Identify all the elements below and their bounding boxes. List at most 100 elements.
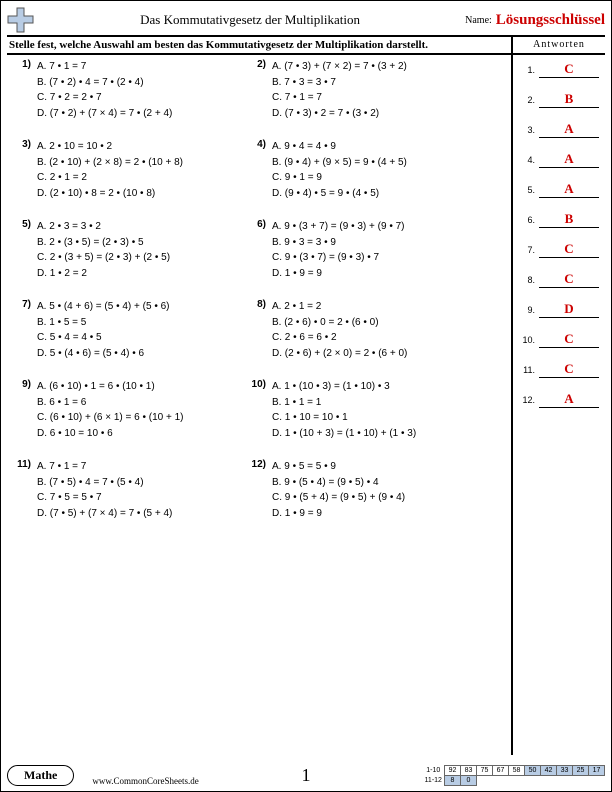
option-text: B. 6 • 1 = 6	[37, 395, 248, 411]
option-text: A. 9 • 5 = 5 • 9	[272, 459, 483, 475]
instruction-text: Stelle fest, welche Auswahl am besten da…	[7, 37, 511, 53]
worksheet-title: Das Kommutativgesetz der Multiplikation	[35, 12, 465, 28]
answer-line: 5. A	[519, 181, 599, 198]
answer-line: 7.C	[519, 241, 599, 258]
option-text: C. 1 • 10 = 10 • 1	[272, 410, 483, 426]
option-text: A. (6 • 10) • 1 = 6 • (10 • 1)	[37, 379, 248, 395]
option-text: A. 2 • 10 = 10 • 2	[37, 139, 248, 155]
problem-options: A. (7 • 3) + (7 × 2) = 7 • (3 + 2)B. 7 •…	[272, 59, 483, 121]
answer-line: 9.D	[519, 301, 599, 318]
option-text: B. 1 • 5 = 5	[37, 315, 248, 331]
score-cell: 83	[461, 766, 477, 776]
footer: Mathe www.CommonCoreSheets.de 1 1-109283…	[7, 764, 605, 786]
answer-line: 6.B	[519, 211, 599, 228]
option-text: C. 2 • (3 + 5) = (2 • 3) + (2 • 5)	[37, 250, 248, 266]
option-text: C. 2 • 1 = 2	[37, 170, 248, 186]
problem-number: 9)	[13, 379, 37, 441]
problem-options: A. 2 • 3 = 3 • 2B. 2 • (3 • 5) = (2 • 3)…	[37, 219, 248, 281]
option-text: D. 6 • 10 = 10 • 6	[37, 426, 248, 442]
option-text: D. (7 • 2) + (7 × 4) = 7 • (2 + 4)	[37, 106, 248, 122]
problem-number: 12)	[248, 459, 272, 521]
problem-number: 1)	[13, 59, 37, 121]
instruction-row: Stelle fest, welche Auswahl am besten da…	[7, 35, 605, 55]
score-cell: 75	[477, 766, 493, 776]
score-cell: 8	[445, 776, 461, 786]
problem: 7)A. 5 • (4 + 6) = (5 • 4) + (5 • 6)B. 1…	[13, 299, 248, 361]
option-text: A. 5 • (4 + 6) = (5 • 4) + (5 • 6)	[37, 299, 248, 315]
problems-area: 1)A. 7 • 1 = 7B. (7 • 2) • 4 = 7 • (2 • …	[7, 55, 511, 755]
problem: 6)A. 9 • (3 + 7) = (9 • 3) + (9 • 7)B. 9…	[248, 219, 483, 281]
option-text: D. (7 • 5) + (7 × 4) = 7 • (5 + 4)	[37, 506, 248, 522]
answer-number: 5.	[519, 185, 535, 195]
option-text: B. 9 • 3 = 3 • 9	[272, 235, 483, 251]
answer-line: 11. C	[519, 361, 599, 378]
answer-number: 8.	[519, 275, 535, 285]
option-text: D. 1 • 2 = 2	[37, 266, 248, 282]
problem-options: A. 2 • 1 = 2B. (2 • 6) • 0 = 2 • (6 • 0)…	[272, 299, 483, 361]
problem: 5)A. 2 • 3 = 3 • 2B. 2 • (3 • 5) = (2 • …	[13, 219, 248, 281]
option-text: D. 1 • 9 = 9	[272, 266, 483, 282]
answer-value: A	[539, 391, 599, 408]
option-text: D. 1 • 9 = 9	[272, 506, 483, 522]
option-text: D. (2 • 6) + (2 × 0) = 2 • (6 + 0)	[272, 346, 483, 362]
score-cell: 42	[541, 766, 557, 776]
problem-number: 4)	[248, 139, 272, 201]
option-text: D. (7 • 3) • 2 = 7 • (3 • 2)	[272, 106, 483, 122]
option-text: D. (9 • 4) • 5 = 9 • (4 • 5)	[272, 186, 483, 202]
problem-number: 10)	[248, 379, 272, 441]
option-text: C. (6 • 10) + (6 × 1) = 6 • (10 + 1)	[37, 410, 248, 426]
answer-line: 3.A	[519, 121, 599, 138]
page-number: 1	[302, 765, 311, 786]
score-cell: 33	[557, 766, 573, 776]
subject-badge: Mathe	[7, 765, 74, 786]
problem-number: 11)	[13, 459, 37, 521]
problem: 8)A. 2 • 1 = 2B. (2 • 6) • 0 = 2 • (6 • …	[248, 299, 483, 361]
answer-value: A	[539, 181, 599, 198]
answer-number: 12.	[519, 395, 535, 405]
option-text: A. 1 • (10 • 3) = (1 • 10) • 3	[272, 379, 483, 395]
answer-number: 11.	[519, 365, 535, 375]
score-cell: 17	[589, 766, 605, 776]
problem: 4)A. 9 • 4 = 4 • 9B. (9 • 4) + (9 × 5) =…	[248, 139, 483, 201]
plus-cross-icon	[7, 7, 35, 33]
score-row-label: 11-12	[423, 776, 445, 786]
header: Das Kommutativgesetz der Multiplikation …	[7, 7, 605, 33]
name-label: Name:	[465, 15, 492, 26]
option-text: A. 2 • 1 = 2	[272, 299, 483, 315]
score-cell: 25	[573, 766, 589, 776]
problem-options: A. 9 • 5 = 5 • 9B. 9 • (5 • 4) = (9 • 5)…	[272, 459, 483, 521]
problem-options: A. 7 • 1 = 7B. (7 • 2) • 4 = 7 • (2 • 4)…	[37, 59, 248, 121]
option-text: C. 5 • 4 = 4 • 5	[37, 330, 248, 346]
answer-value: C	[539, 61, 599, 78]
problem-number: 3)	[13, 139, 37, 201]
option-text: C. 9 • (3 • 7) = (9 • 3) • 7	[272, 250, 483, 266]
answer-line: 10.C	[519, 331, 599, 348]
problem-options: A. (6 • 10) • 1 = 6 • (10 • 1)B. 6 • 1 =…	[37, 379, 248, 441]
option-text: D. 1 • (10 + 3) = (1 • 10) + (1 • 3)	[272, 426, 483, 442]
score-row-label: 1-10	[423, 766, 445, 776]
option-text: A. 2 • 3 = 3 • 2	[37, 219, 248, 235]
footer-url: www.CommonCoreSheets.de	[92, 776, 198, 786]
answer-number: 9.	[519, 305, 535, 315]
answer-value: C	[539, 361, 599, 378]
answer-line: 8. C	[519, 271, 599, 288]
option-text: B. (7 • 2) • 4 = 7 • (2 • 4)	[37, 75, 248, 91]
option-text: C. 2 • 6 = 6 • 2	[272, 330, 483, 346]
answer-value: B	[539, 91, 599, 108]
option-text: B. 7 • 3 = 3 • 7	[272, 75, 483, 91]
answer-value: C	[539, 271, 599, 288]
problem-options: A. 5 • (4 + 6) = (5 • 4) + (5 • 6)B. 1 •…	[37, 299, 248, 361]
answer-value: A	[539, 121, 599, 138]
option-text: C. 7 • 2 = 2 • 7	[37, 90, 248, 106]
option-text: B. (2 • 6) • 0 = 2 • (6 • 0)	[272, 315, 483, 331]
option-text: B. 9 • (5 • 4) = (9 • 5) • 4	[272, 475, 483, 491]
answer-line: 2.B	[519, 91, 599, 108]
answer-value: A	[539, 151, 599, 168]
problem: 2)A. (7 • 3) + (7 × 2) = 7 • (3 + 2)B. 7…	[248, 59, 483, 121]
answer-value: C	[539, 331, 599, 348]
score-grid: 1-109283756758504233251711-1280	[423, 765, 606, 786]
option-text: C. 7 • 1 = 7	[272, 90, 483, 106]
score-cell: 50	[525, 766, 541, 776]
score-cell: 58	[509, 766, 525, 776]
answer-key-label: Lösungsschlüssel	[496, 12, 605, 29]
